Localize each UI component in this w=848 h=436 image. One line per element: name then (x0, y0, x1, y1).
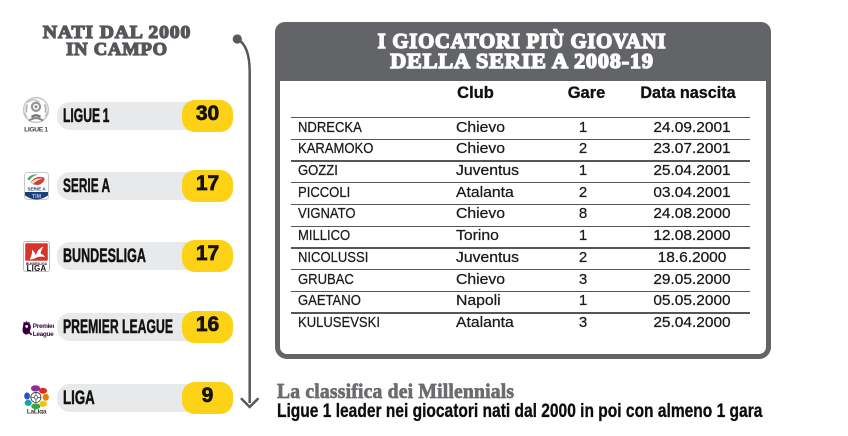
svg-text:SERIE A: SERIE A (27, 187, 46, 192)
svg-text:Premier: Premier (33, 323, 54, 330)
svg-text:League: League (33, 331, 54, 338)
svg-text:TIM: TIM (32, 194, 42, 200)
svg-text:LIGA: LIGA (27, 264, 47, 272)
svg-text:BUNDESLIGA: BUNDESLIGA (26, 262, 48, 266)
svg-text:LIGUE 1: LIGUE 1 (24, 126, 48, 133)
svg-text:LaLiga: LaLiga (27, 408, 47, 414)
